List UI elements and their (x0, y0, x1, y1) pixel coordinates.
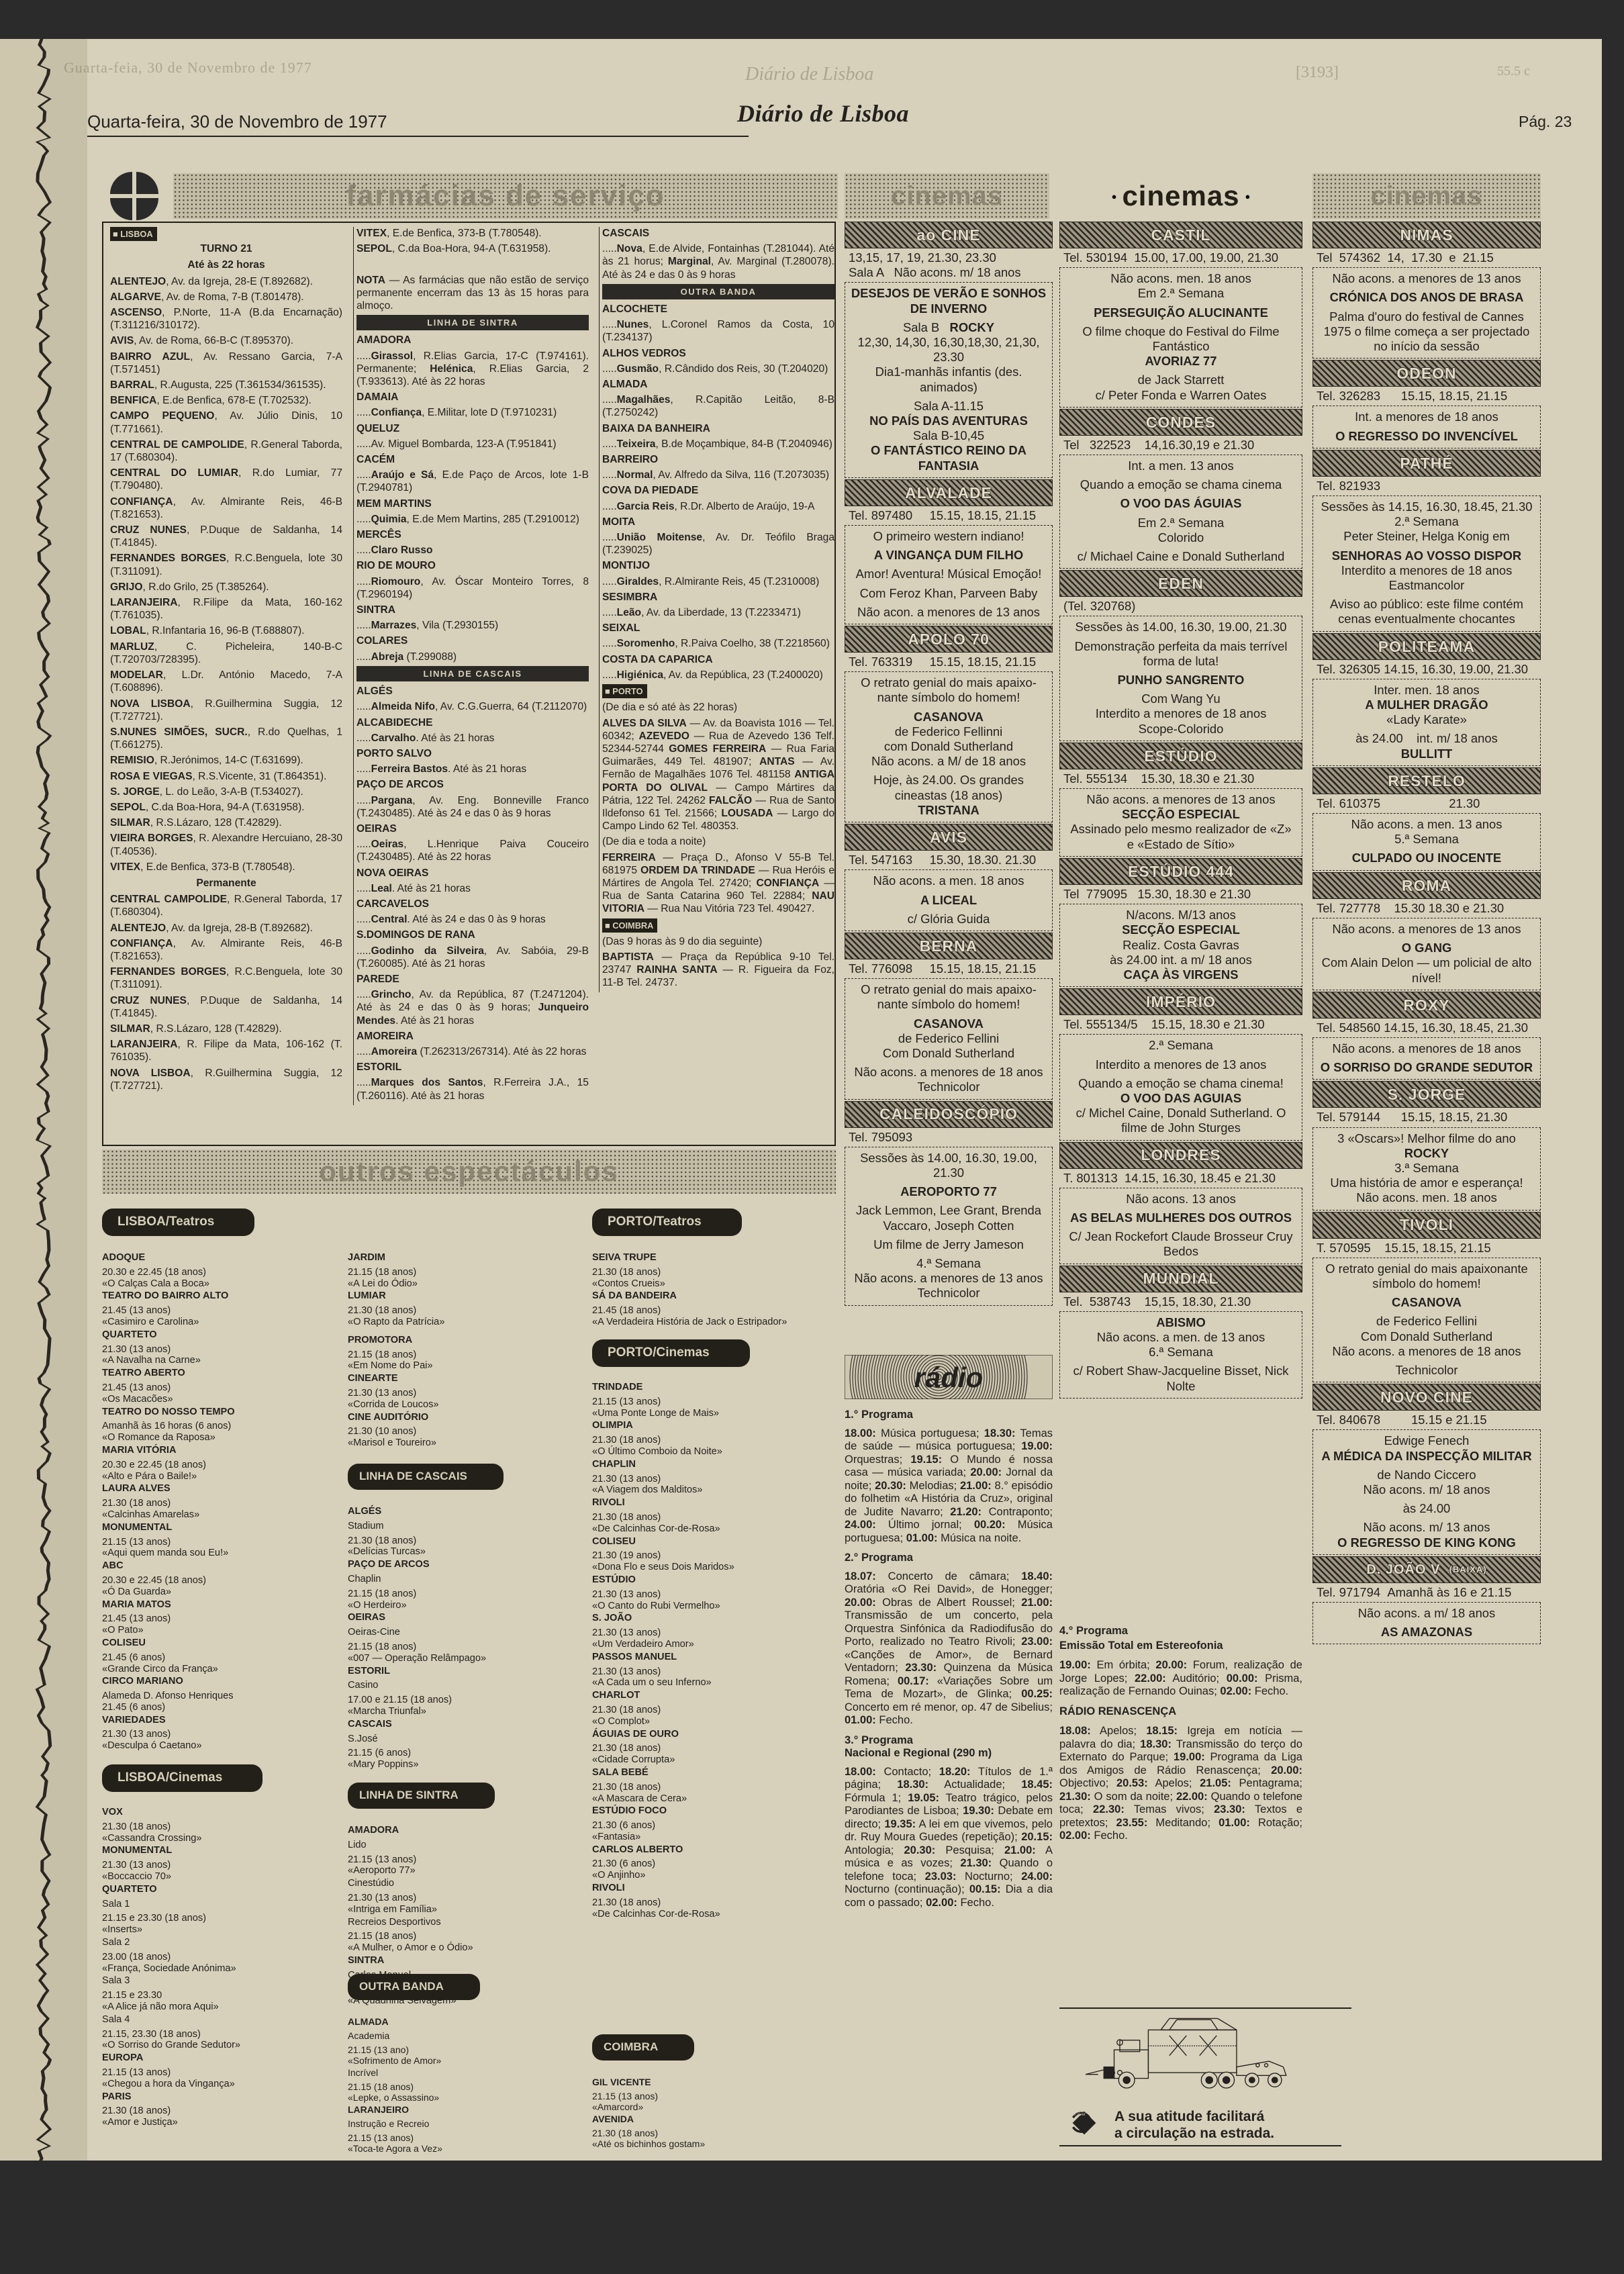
svg-text:rádio: rádio (914, 1362, 984, 1393)
